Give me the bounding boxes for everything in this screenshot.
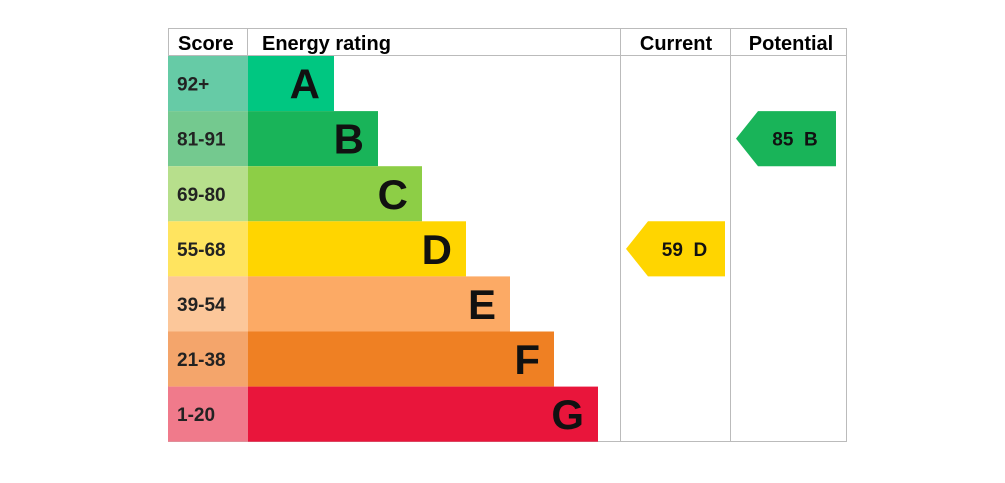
score-label: 39-54: [177, 295, 226, 316]
rating-letter: A: [290, 61, 320, 108]
band-row-c: 69-80 C: [168, 166, 422, 222]
score-cell: [168, 56, 248, 112]
rating-indicators: 59 D 85 B: [626, 111, 836, 277]
current-rating-label: 59 D: [662, 240, 707, 261]
rating-bar: [248, 111, 378, 167]
score-label: 55-68: [177, 240, 226, 261]
header-score: Score: [178, 33, 234, 55]
rating-bar: [248, 166, 422, 222]
score-label: 69-80: [177, 185, 226, 206]
score-cell: [168, 386, 248, 442]
rating-bar: [248, 331, 554, 387]
rating-letter: B: [334, 116, 364, 163]
score-cell: [168, 221, 248, 277]
header-current: Current: [640, 33, 713, 55]
rating-letter: G: [551, 391, 584, 438]
band-row-d: 55-68 D: [168, 221, 466, 277]
rating-bar: [248, 276, 510, 332]
rating-letter: D: [422, 226, 452, 273]
score-cell: [168, 331, 248, 387]
band-row-e: 39-54 E: [168, 276, 510, 332]
score-label: 92+: [177, 75, 209, 96]
band-row-a: 92+ A: [168, 56, 334, 112]
potential-rating: 85 B: [736, 111, 836, 167]
score-cell: [168, 166, 248, 222]
band-row-g: 1-20 G: [168, 386, 598, 442]
rating-bar: [248, 221, 466, 277]
rating-letter: C: [378, 171, 408, 218]
score-cell: [168, 276, 248, 332]
potential-rating-label: 85 B: [772, 130, 817, 151]
score-label: 81-91: [177, 130, 226, 151]
rating-bands: 92+ A 81-91 B 69-80 C 55-68 D 39-54 E 21-38 F 1-20 G: [168, 56, 598, 442]
band-row-b: 81-91 B: [168, 111, 378, 167]
band-row-f: 21-38 F: [168, 331, 554, 387]
score-cell: [168, 111, 248, 167]
current-rating-arrow: [626, 221, 725, 277]
current-rating: 59 D: [626, 221, 725, 277]
header-energy-rating: Energy rating: [262, 33, 391, 55]
score-label: 1-20: [177, 405, 215, 426]
score-label: 21-38: [177, 350, 226, 371]
rating-bar: [248, 386, 598, 442]
rating-bar: [248, 56, 334, 112]
rating-letter: F: [514, 336, 540, 383]
header-potential: Potential: [749, 33, 833, 55]
rating-letter: E: [468, 281, 496, 328]
potential-rating-arrow: [736, 111, 836, 167]
